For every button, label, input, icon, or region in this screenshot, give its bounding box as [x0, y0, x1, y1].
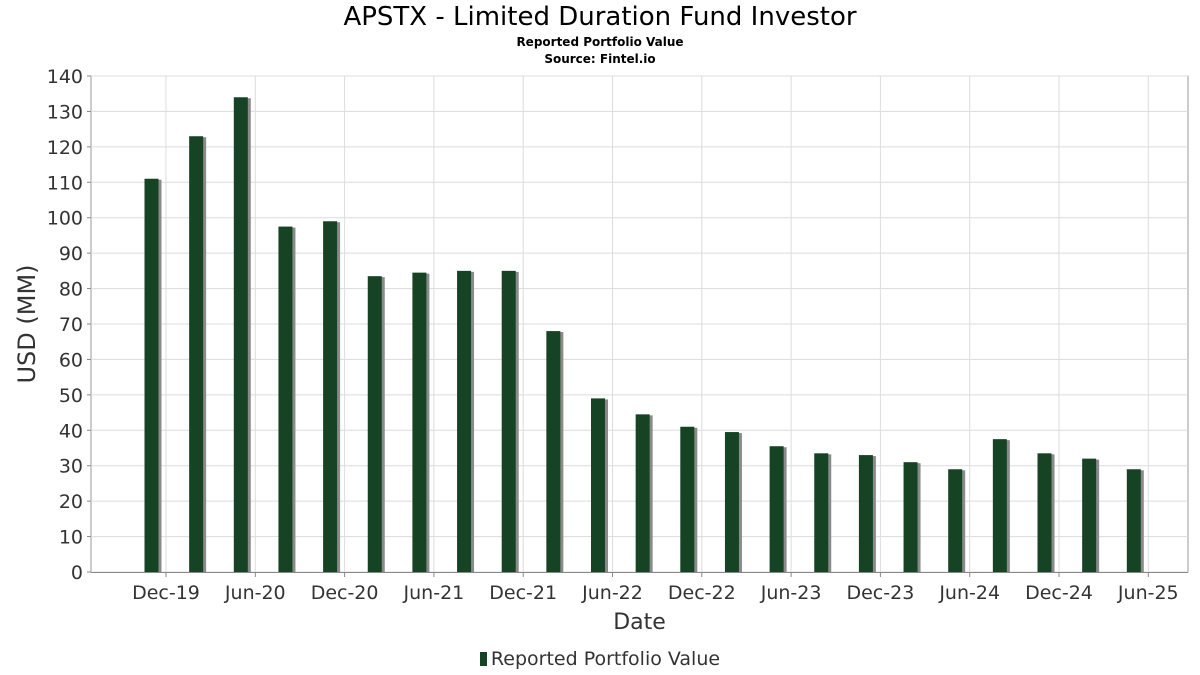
- legend-swatch: [479, 652, 487, 666]
- x-tick-label: Jun-24: [938, 582, 1000, 604]
- bar: [635, 414, 650, 572]
- y-axis-title: USD (MM): [13, 264, 41, 383]
- y-tick-label: 30: [59, 456, 83, 478]
- legend-label: Reported Portfolio Value: [490, 648, 721, 670]
- y-tick-label: 20: [59, 491, 83, 513]
- bar: [724, 432, 739, 572]
- bar: [680, 426, 695, 572]
- y-tick-label: 0: [71, 562, 83, 584]
- bar: [769, 446, 784, 572]
- x-tick-label: Dec-22: [668, 582, 736, 604]
- x-tick-label: Jun-23: [760, 582, 822, 604]
- x-tick-label: Dec-19: [132, 582, 200, 604]
- bar: [1126, 469, 1141, 572]
- x-tick-label: Jun-20: [224, 582, 286, 604]
- y-tick-label: 140: [47, 66, 83, 88]
- chart-title: APSTX - Limited Duration Fund Investor: [343, 2, 857, 32]
- chart-subtitle: Reported Portfolio Value: [516, 35, 684, 49]
- x-axis-title: Date: [613, 610, 666, 635]
- bar: [903, 462, 918, 572]
- y-tick-label: 100: [47, 208, 83, 230]
- bar: [457, 270, 472, 572]
- y-tick-label: 130: [47, 101, 83, 123]
- bar: [858, 455, 873, 572]
- x-tick-label: Dec-21: [489, 582, 557, 604]
- bar: [233, 97, 248, 572]
- bar: [412, 272, 427, 572]
- bar: [546, 331, 561, 572]
- bar: [144, 178, 159, 572]
- x-tick-label: Jun-21: [403, 582, 465, 604]
- y-tick-label: 70: [59, 314, 83, 336]
- x-tick-label: Jun-22: [581, 582, 643, 604]
- bar: [501, 270, 516, 572]
- legend: Reported Portfolio Value: [0, 648, 1200, 670]
- bar: [323, 221, 338, 572]
- y-tick-label: 50: [59, 385, 83, 407]
- y-tick-label: 90: [59, 243, 83, 265]
- y-tick-label: 80: [59, 279, 83, 301]
- bar: [948, 469, 963, 572]
- bar: [1082, 458, 1097, 572]
- bar: [591, 398, 605, 572]
- bar: [367, 276, 382, 572]
- y-tick-label: 60: [59, 349, 83, 371]
- bar: [278, 226, 293, 573]
- y-tick-label: 40: [59, 420, 83, 442]
- x-tick-label: Dec-20: [311, 582, 379, 604]
- bar: [814, 453, 829, 572]
- y-tick-label: 110: [47, 172, 83, 194]
- y-tick-label: 10: [59, 527, 83, 549]
- bar: [189, 136, 204, 572]
- x-tick-label: Dec-24: [1025, 582, 1093, 604]
- bar: [992, 439, 1007, 572]
- chart-source: Source: Fintel.io: [544, 52, 656, 66]
- x-tick-label: Dec-23: [846, 582, 914, 604]
- x-tick-label: Jun-25: [1117, 582, 1179, 604]
- y-tick-label: 120: [47, 137, 83, 159]
- bar: [1037, 453, 1052, 572]
